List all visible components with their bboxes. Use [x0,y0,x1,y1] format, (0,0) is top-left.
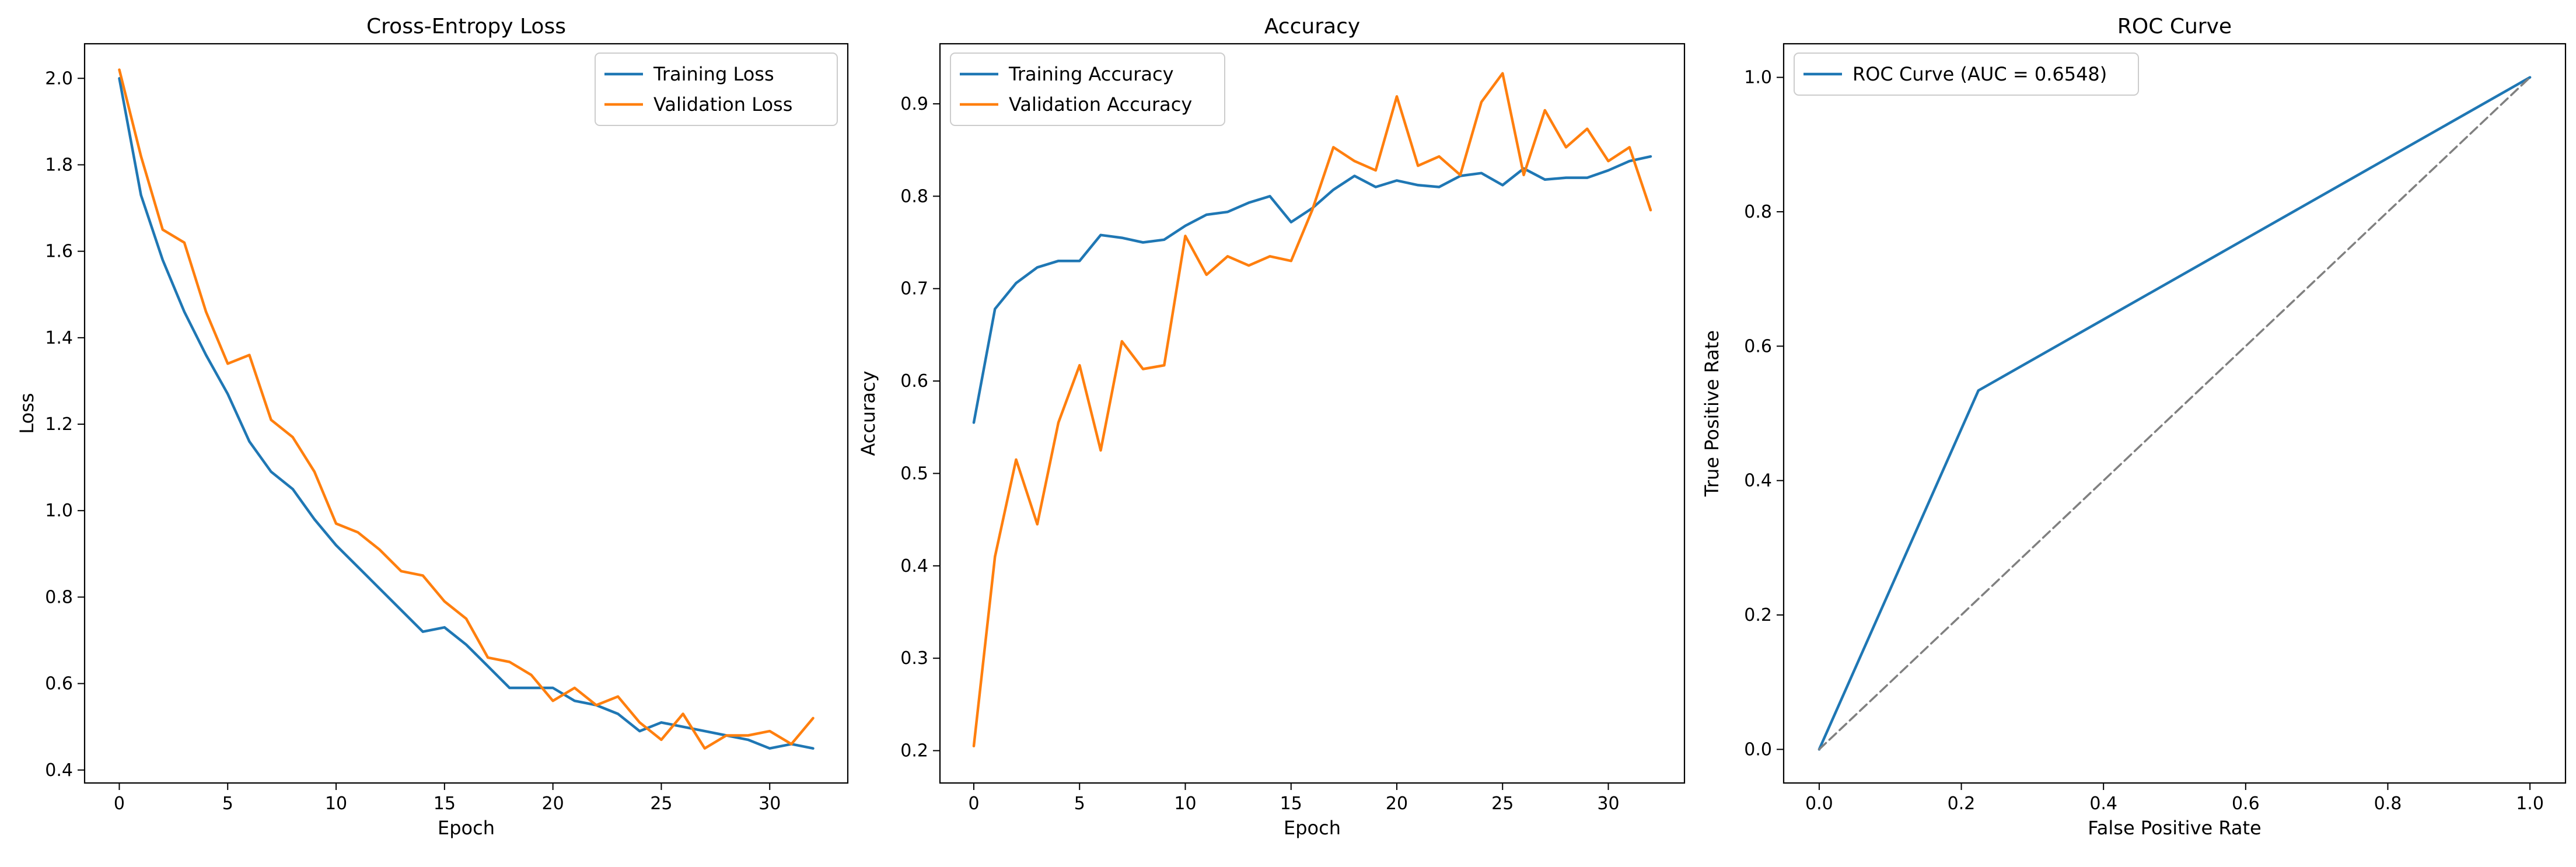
series-line-training-accuracy [972,155,1652,424]
y-tick-label: 0.4 [45,760,73,781]
y-axis-label: True Positive Rate [1701,330,1723,497]
chart-title: Cross-Entropy Loss [366,15,566,39]
chart-title: Accuracy [1264,15,1360,39]
legend: Training Accuracy Validation Accuracy [950,53,1225,126]
x-tick-label: 5 [1074,793,1085,814]
y-tick-label: 1.0 [45,501,73,521]
y-tick-label: 1.2 [45,414,73,435]
series-line-validation-loss [118,68,815,750]
chart-title: ROC Curve [2117,15,2232,39]
x-tick-label: 0.8 [2374,793,2402,814]
x-tick-label: 0 [968,793,979,814]
series-line-roc-curve-auc-0-6548 [1817,76,2532,751]
x-tick-label: 30 [759,793,781,814]
legend-box [595,53,838,126]
x-tick-label: 15 [434,793,456,814]
legend-entry: ROC Curve (AUC = 0.6548) [1853,63,2107,85]
y-tick-label: 0.4 [900,556,928,576]
chart-2: 0 5 10 15 20 25 30 0.2 0.3 0.4 0.5 0.6 0.7 0.8 0.9 Accu… [857,15,1686,839]
y-tick-label: 0.8 [900,186,928,207]
x-tick-label: 25 [1491,793,1514,814]
legend: Training Loss Validation Loss [595,53,838,126]
y-tick-label: 0.6 [900,371,928,391]
y-tick-label: 0.8 [1744,202,1772,222]
x-tick-label: 1.0 [2516,793,2544,814]
y-tick-label: 0.9 [900,94,928,114]
y-tick-label: 1.8 [45,155,73,175]
series-line-training-loss [118,77,815,750]
legend-entry: Training Loss [653,63,774,85]
x-axis-label: Epoch [438,817,495,839]
y-tick-label: 1.0 [1744,68,1772,88]
x-tick-label: 5 [222,793,233,814]
plot-frame [1782,43,2567,784]
x-tick-label: 0 [114,793,125,814]
reference-diagonal-line [1818,76,2531,751]
legend-entry: Training Accuracy [1008,63,1174,85]
x-tick-label: 10 [1174,793,1196,814]
legend-entry: Validation Loss [653,93,792,116]
series-line-validation-accuracy [972,72,1652,747]
x-tick-label: 15 [1280,793,1302,814]
plot-frame [83,43,849,784]
x-tick-label: 20 [1386,793,1408,814]
x-tick-label: 0.2 [1948,793,1976,814]
legend-entry: Validation Accuracy [1009,93,1192,116]
plot-frame [939,43,1686,784]
y-tick-label: 1.4 [45,328,73,348]
x-tick-label: 0.0 [1805,793,1833,814]
y-axis-label: Loss [16,393,38,433]
y-axis-label: Accuracy [857,370,879,456]
x-tick-label: 0.4 [2089,793,2117,814]
chart-3: 0.0 0.2 0.4 0.6 0.8 1.0 0.0 0.2 0.4 0.6 0.8 1.0 ROC … [1701,15,2567,839]
x-axis-label: False Positive Rate [2088,817,2261,839]
legend: ROC Curve (AUC = 0.6548) [1794,53,2139,96]
x-axis-label: Epoch [1284,817,1341,839]
y-tick-label: 0.8 [45,587,73,607]
x-tick-label: 25 [650,793,672,814]
y-tick-label: 0.2 [1744,605,1772,625]
y-tick-label: 0.3 [900,648,928,669]
y-tick-label: 0.0 [1744,739,1772,760]
y-tick-label: 0.5 [900,463,928,484]
x-tick-label: 20 [542,793,564,814]
y-tick-label: 2.0 [45,68,73,89]
legend-box [1794,53,2139,96]
y-tick-label: 0.6 [1744,336,1772,356]
y-tick-label: 0.2 [900,741,928,761]
y-tick-label: 0.7 [900,279,928,299]
y-tick-label: 0.6 [45,674,73,694]
x-tick-label: 30 [1597,793,1619,814]
chart-1: 0 5 10 15 20 25 30 0.4 0.6 0.8 1.0 1.2 1.4 1.6 1.8 2.0 C… [16,15,849,839]
y-tick-label: 0.4 [1744,471,1772,491]
x-tick-label: 10 [325,793,347,814]
y-tick-label: 1.6 [45,242,73,262]
x-tick-label: 0.6 [2232,793,2260,814]
legend-box [950,53,1225,126]
